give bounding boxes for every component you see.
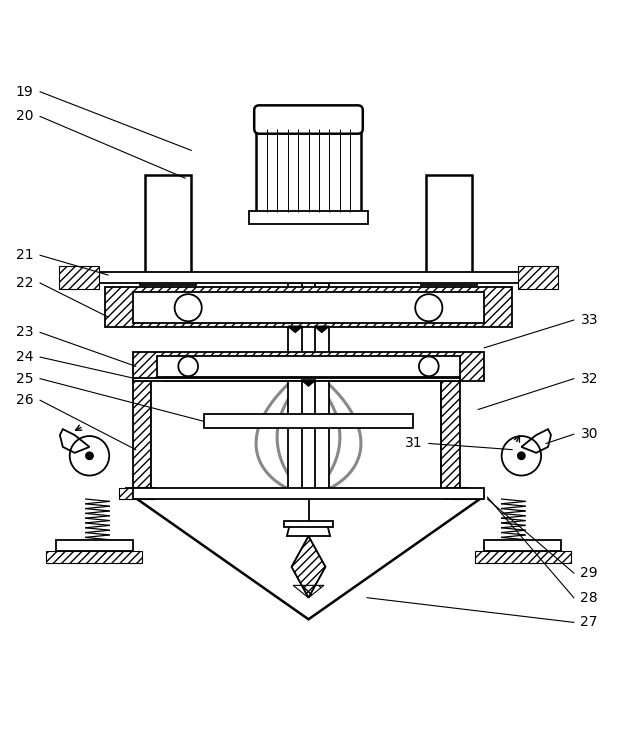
Bar xyxy=(518,266,558,289)
Bar xyxy=(126,488,154,499)
Polygon shape xyxy=(521,429,551,453)
Bar xyxy=(288,283,302,328)
Circle shape xyxy=(86,452,93,460)
Polygon shape xyxy=(287,524,330,536)
Bar xyxy=(140,279,196,285)
Bar xyxy=(484,540,561,551)
Text: 21: 21 xyxy=(16,248,33,262)
Bar xyxy=(145,175,191,280)
Polygon shape xyxy=(288,326,302,332)
Bar xyxy=(59,266,99,289)
Bar xyxy=(133,381,151,496)
Bar xyxy=(421,279,477,285)
Text: 28: 28 xyxy=(581,591,598,605)
Bar xyxy=(157,356,460,378)
Bar xyxy=(119,488,154,499)
Text: 19: 19 xyxy=(16,85,33,99)
Bar xyxy=(315,328,329,381)
Polygon shape xyxy=(133,496,484,619)
Text: 22: 22 xyxy=(16,276,33,290)
Bar xyxy=(315,283,329,328)
Bar xyxy=(426,175,472,280)
Bar xyxy=(151,381,162,496)
Bar xyxy=(444,488,469,499)
Bar xyxy=(80,272,537,283)
Text: 27: 27 xyxy=(581,615,598,630)
Bar xyxy=(288,328,302,381)
Circle shape xyxy=(518,452,525,460)
Polygon shape xyxy=(291,536,326,597)
Bar xyxy=(284,521,333,527)
Bar xyxy=(56,540,133,551)
Bar xyxy=(452,488,482,499)
Text: 30: 30 xyxy=(581,427,598,441)
Bar xyxy=(105,288,512,328)
Bar xyxy=(441,381,460,496)
Bar xyxy=(475,551,571,562)
Polygon shape xyxy=(301,380,316,386)
Bar xyxy=(204,414,413,428)
Text: 31: 31 xyxy=(405,437,422,451)
Bar xyxy=(133,352,484,381)
Bar xyxy=(315,381,329,496)
FancyBboxPatch shape xyxy=(254,105,363,133)
Bar xyxy=(288,381,302,496)
Text: 23: 23 xyxy=(16,326,33,340)
Text: 20: 20 xyxy=(16,110,33,124)
Text: 25: 25 xyxy=(16,372,33,386)
Bar xyxy=(249,211,368,224)
Text: 29: 29 xyxy=(581,566,598,580)
Polygon shape xyxy=(60,429,89,453)
Bar xyxy=(133,292,484,323)
Bar xyxy=(46,551,142,562)
Text: 33: 33 xyxy=(581,313,598,327)
Text: 26: 26 xyxy=(16,393,33,408)
Bar xyxy=(256,129,361,212)
Bar xyxy=(133,378,460,381)
Polygon shape xyxy=(314,326,329,332)
Text: 24: 24 xyxy=(16,350,33,364)
Text: 32: 32 xyxy=(581,372,598,386)
Bar xyxy=(133,488,484,499)
